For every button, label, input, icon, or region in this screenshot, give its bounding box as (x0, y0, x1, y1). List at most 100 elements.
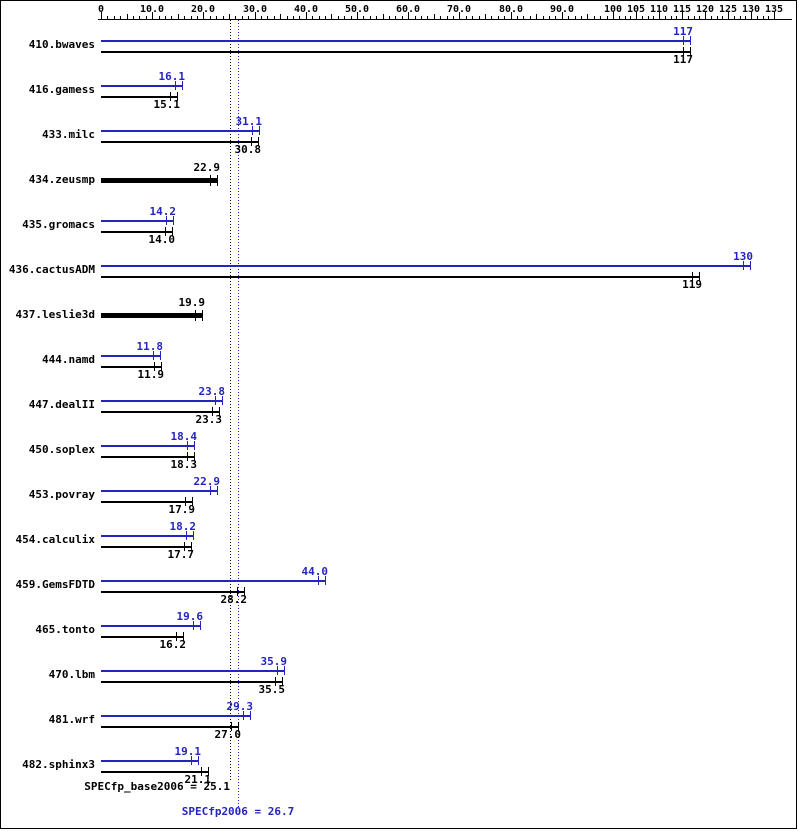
peak-value-label: 14.2 (149, 205, 177, 218)
peak-bar (101, 486, 218, 495)
peak-bar (101, 351, 161, 360)
run-tick (187, 452, 188, 461)
axis-tick (338, 16, 339, 19)
axis-tick-label: 0 (97, 4, 105, 15)
axis-tick (101, 12, 102, 19)
base-bar (101, 137, 259, 146)
axis-tick (768, 16, 769, 19)
base-bar (101, 47, 691, 56)
base-bar (101, 542, 192, 551)
run-tick (277, 666, 278, 675)
axis-tick-label: 80.0 (498, 4, 524, 15)
axis-tick (415, 16, 416, 19)
axis-tick (688, 16, 689, 19)
run-tick (194, 452, 195, 461)
axis-tick (625, 16, 626, 19)
run-tick (208, 767, 209, 776)
run-tick (259, 126, 260, 135)
peak-value-label: 44.0 (301, 565, 329, 578)
axis-tick-label: 130 (741, 4, 761, 15)
axis-tick (216, 16, 217, 19)
run-tick (222, 396, 223, 405)
peak-bar (101, 756, 199, 765)
axis-tick (127, 14, 128, 19)
run-tick (238, 722, 239, 731)
axis-tick (159, 16, 160, 19)
axis-tick (711, 16, 712, 19)
axis-tick (536, 14, 537, 19)
axis-tick (613, 12, 614, 19)
axis-tick (383, 14, 384, 19)
run-tick (244, 587, 245, 596)
axis-tick (728, 12, 729, 19)
benchmark-name: 416.gamess (28, 83, 95, 96)
x-axis-line (98, 19, 792, 20)
peak-bar (101, 36, 691, 45)
base-value-label: 30.8 (234, 143, 262, 156)
axis-tick (171, 16, 172, 19)
axis-tick (274, 16, 275, 19)
axis-tick (120, 16, 121, 19)
axis-tick (581, 16, 582, 19)
axis-tick (648, 16, 649, 19)
axis-tick (676, 16, 677, 19)
axis-tick (575, 16, 576, 19)
axis-tick-label: 20.0 (190, 4, 216, 15)
axis-tick (479, 16, 480, 19)
axis-tick (555, 16, 556, 19)
axis-tick (242, 16, 243, 19)
run-tick (153, 351, 154, 360)
run-tick (243, 711, 244, 720)
axis-tick-label: 50.0 (344, 4, 370, 15)
run-tick (166, 216, 167, 225)
base-value-label: 18.3 (170, 458, 198, 471)
benchmark-row: 459.GemsFDTD 44.0 28.2 (1, 565, 796, 610)
axis-tick (370, 16, 371, 19)
base-bar (101, 227, 173, 236)
axis-tick (210, 16, 211, 19)
axis-tick (682, 12, 683, 19)
run-tick (165, 227, 166, 236)
benchmark-row: 435.gromacs 14.2 14.0 (1, 205, 796, 250)
base-value-label: 27.0 (214, 728, 242, 741)
axis-tick (530, 16, 531, 19)
benchmark-row: 482.sphinx3 19.1 21.1 (1, 745, 796, 790)
axis-tick (229, 14, 230, 19)
base-value-label: 15.1 (153, 98, 181, 111)
base-bar (101, 587, 245, 596)
axis-tick-label: 90.0 (549, 4, 575, 15)
axis-tick (517, 16, 518, 19)
base-bar (101, 272, 700, 281)
base-bar (101, 92, 178, 101)
benchmark-name: 444.namd (42, 353, 95, 366)
base-value-label: 23.3 (195, 413, 223, 426)
axis-tick-label: 100 (603, 4, 623, 15)
benchmark-name: 435.gromacs (22, 218, 95, 231)
axis-tick (248, 16, 249, 19)
run-tick (692, 272, 693, 281)
benchmark-row: 416.gamess 16.1 15.1 (1, 70, 796, 115)
base-value-label: 119 (682, 278, 702, 291)
benchmark-name: 447.dealII (28, 398, 95, 411)
run-tick (172, 227, 173, 236)
run-tick (258, 137, 259, 146)
peak-mean-label: SPECfp2006 = 26.7 (181, 805, 295, 818)
axis-tick-label: 30.0 (242, 4, 268, 15)
benchmark-name: 433.milc (42, 128, 95, 141)
peak-value-label: 117 (673, 25, 693, 38)
run-tick (683, 47, 684, 56)
axis-tick (734, 16, 735, 19)
run-tick (201, 767, 202, 776)
benchmark-name: 437.leslie3d (15, 308, 95, 321)
run-tick (154, 362, 155, 371)
axis-tick (146, 16, 147, 19)
axis-tick (114, 16, 115, 19)
axis-tick (139, 16, 140, 19)
peak-mean-line (238, 20, 239, 807)
base-value-label: 21.1 (184, 773, 212, 786)
axis-tick (395, 16, 396, 19)
run-tick (690, 36, 691, 45)
axis-tick (427, 16, 428, 19)
axis-tick (376, 16, 377, 19)
benchmark-row: 453.povray 22.9 17.9 (1, 475, 796, 520)
